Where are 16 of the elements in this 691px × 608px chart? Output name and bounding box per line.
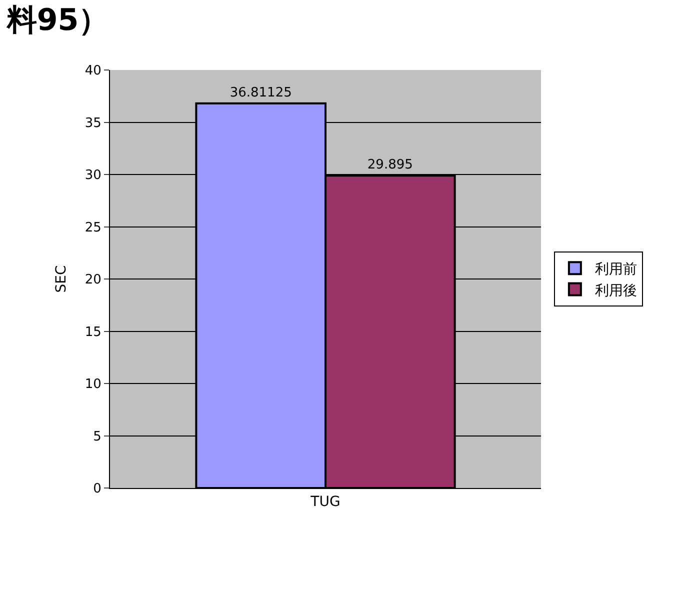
data-label: 29.895 bbox=[367, 158, 413, 173]
chart-title: 料95） bbox=[6, 3, 109, 38]
y-axis-title: SEC bbox=[53, 265, 70, 293]
y-tick-label: 25 bbox=[84, 220, 102, 236]
y-tick-label: 15 bbox=[84, 324, 102, 340]
y-tick-label: 5 bbox=[93, 429, 102, 444]
y-tick-label: 40 bbox=[84, 64, 102, 79]
y-tick-label: 10 bbox=[84, 377, 102, 392]
data-label: 36.81125 bbox=[230, 85, 292, 100]
y-tick-label: 0 bbox=[93, 482, 102, 497]
y-tick-label: 30 bbox=[84, 168, 102, 184]
x-tick-label: TUG bbox=[310, 494, 340, 510]
y-tick-label: 20 bbox=[84, 272, 102, 288]
legend-label: 利用前 bbox=[594, 262, 637, 278]
legend-label: 利用後 bbox=[594, 282, 637, 299]
y-tick-label: 35 bbox=[84, 116, 102, 131]
